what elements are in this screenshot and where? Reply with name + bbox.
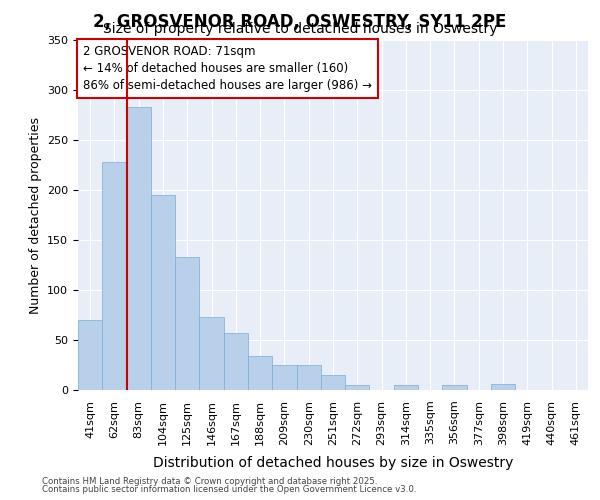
Bar — [199, 317, 224, 390]
Bar — [296, 365, 321, 390]
Y-axis label: Number of detached properties: Number of detached properties — [29, 116, 41, 314]
Bar — [321, 375, 345, 390]
Bar — [248, 356, 272, 390]
Bar — [442, 385, 467, 390]
Bar — [491, 384, 515, 390]
Bar — [224, 333, 248, 390]
Text: 2 GROSVENOR ROAD: 71sqm
← 14% of detached houses are smaller (160)
86% of semi-d: 2 GROSVENOR ROAD: 71sqm ← 14% of detache… — [83, 46, 372, 92]
Bar — [127, 107, 151, 390]
Bar — [394, 385, 418, 390]
Text: 2, GROSVENOR ROAD, OSWESTRY, SY11 2PE: 2, GROSVENOR ROAD, OSWESTRY, SY11 2PE — [94, 12, 506, 30]
Bar — [272, 365, 296, 390]
Bar — [175, 257, 199, 390]
Bar — [102, 162, 127, 390]
Text: Contains HM Land Registry data © Crown copyright and database right 2025.: Contains HM Land Registry data © Crown c… — [42, 477, 377, 486]
Bar — [151, 195, 175, 390]
Text: Size of property relative to detached houses in Oswestry: Size of property relative to detached ho… — [103, 22, 497, 36]
X-axis label: Distribution of detached houses by size in Oswestry: Distribution of detached houses by size … — [153, 456, 513, 470]
Bar — [78, 320, 102, 390]
Bar — [345, 385, 370, 390]
Text: Contains public sector information licensed under the Open Government Licence v3: Contains public sector information licen… — [42, 485, 416, 494]
